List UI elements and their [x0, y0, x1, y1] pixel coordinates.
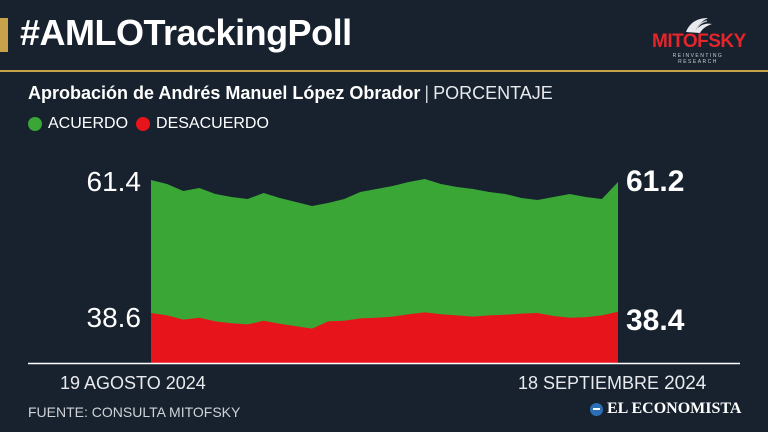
end-date-year: 2024 [664, 373, 707, 394]
disagree-dot-icon [136, 117, 151, 131]
end-disagree-label: 38.4 [626, 304, 685, 337]
logo-emblem-icon [686, 18, 712, 33]
subtitle-text: Aprobación de Andrés Manuel López Obrado… [28, 83, 421, 103]
header-rule [0, 70, 768, 72]
agree-dot-icon [28, 117, 42, 131]
legend-label-disagree: DESACUERDO [156, 115, 269, 132]
source-note: FUENTE: CONSULTA MITOFSKY [28, 404, 241, 420]
legend-item-agree: ACUERDO [28, 115, 128, 133]
publisher-name: EL ECONOMISTA [607, 400, 742, 417]
legend-label-agree: ACUERDO [48, 115, 129, 132]
accent-bar [0, 18, 8, 52]
end-date-text: 18 SEPTIEMBRE [518, 373, 660, 393]
end-date-label: 18 SEPTIEMBRE 2024 [518, 373, 706, 395]
logo-tagline: REINVENTING RESEARCH [672, 53, 724, 65]
start-agree-label: 61.4 [87, 166, 142, 197]
header: #AMLOTrackingPoll MITOFSKY REINVENTING R… [0, 0, 768, 70]
page-title: #AMLOTrackingPoll [20, 12, 352, 53]
subtitle-separator: | [424, 83, 430, 103]
series-desacuerdo-area [151, 311, 618, 363]
end-agree-label: 61.2 [626, 165, 684, 198]
legend: ACUERDO DESACUERDO [28, 115, 277, 133]
start-disagree-label: 38.6 [87, 302, 142, 333]
subtitle-unit: PORCENTAJE [433, 83, 553, 103]
publisher-icon [590, 402, 603, 416]
start-date-label: 19 AGOSTO 2024 [60, 373, 206, 393]
publisher-logo: EL ECONOMISTA [590, 400, 741, 418]
logo-wordmark: MITOFSKY [652, 31, 746, 52]
chart-subtitle: Aprobación de Andrés Manuel López Obrado… [28, 83, 553, 104]
legend-item-disagree: DESACUERDO [136, 115, 269, 133]
mitofsky-logo: MITOFSKY REINVENTING RESEARCH [652, 12, 746, 65]
